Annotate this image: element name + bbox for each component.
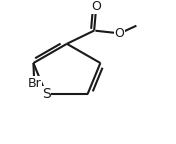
- Text: S: S: [42, 87, 51, 101]
- Text: Br: Br: [27, 77, 41, 90]
- Text: O: O: [115, 27, 125, 40]
- Text: O: O: [91, 0, 101, 13]
